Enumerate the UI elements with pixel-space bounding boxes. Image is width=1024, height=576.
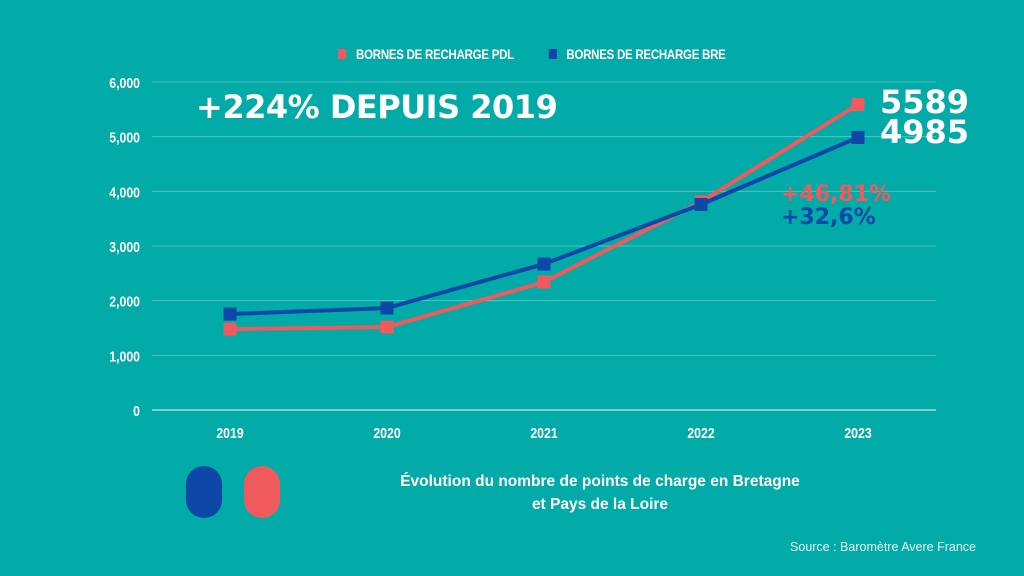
y-axis-ticks: 0 1,000 2,000 3,000 4,000 5,000 6,000 [109, 75, 140, 419]
pdl-end-value-label: 5589 [880, 83, 970, 121]
data-point-bre [380, 301, 394, 315]
legend-swatch-pdl [338, 49, 347, 59]
data-point-bre [694, 198, 708, 212]
decorative-pills [186, 466, 280, 518]
y-tick-label: 5,000 [109, 130, 140, 146]
data-point-bre [537, 257, 551, 271]
legend-item-bre[interactable]: BORNES DE RECHARGE BRE [548, 46, 726, 62]
y-tick-label: 6,000 [109, 75, 140, 91]
legend-swatch-bre [548, 49, 557, 59]
pdl-color-pill [244, 466, 280, 518]
pdl-growth-label: +46,81% [781, 182, 892, 207]
headline-annotation: +224% DEPUIS 2019 [196, 88, 558, 126]
legend: BORNES DE RECHARGE PDL BORNES DE RECHARG… [338, 46, 726, 62]
y-tick-label: 0 [133, 403, 140, 419]
legend-label-pdl: BORNES DE RECHARGE PDL [356, 46, 514, 62]
y-tick-label: 1,000 [109, 348, 140, 364]
series-line-pdl [229, 102, 860, 332]
x-tick-label: 2020 [373, 425, 401, 441]
caption-line-1: Évolution du nombre de points de charge … [400, 473, 800, 490]
data-point-pdl [537, 275, 551, 289]
data-point-pdl [223, 322, 237, 336]
y-tick-label: 3,000 [109, 239, 140, 255]
x-tick-label: 2021 [530, 425, 558, 441]
data-point-pdl [380, 320, 394, 334]
legend-label-bre: BORNES DE RECHARGE BRE [566, 46, 726, 62]
data-point-bre [223, 307, 237, 321]
caption-line-2: et Pays de la Loire [531, 496, 669, 513]
y-tick-label: 2,000 [109, 294, 140, 310]
x-tick-label: 2019 [216, 425, 244, 441]
y-tick-label: 4,000 [109, 184, 140, 200]
x-tick-label: 2023 [844, 425, 872, 441]
data-point-pdl [851, 97, 865, 111]
data-point-bre [851, 130, 865, 144]
bre-growth-label: +32,6% [781, 205, 876, 230]
legend-item-pdl[interactable]: BORNES DE RECHARGE PDL [338, 46, 514, 62]
x-tick-label: 2022 [687, 425, 715, 441]
chart-caption: Évolution du nombre de points de charge … [340, 470, 860, 516]
bre-color-pill [186, 466, 222, 518]
series-group [223, 97, 865, 336]
source-note: Source : Baromètre Avere France [790, 540, 976, 554]
bre-end-value-label: 4985 [880, 113, 970, 151]
x-axis-ticks: 2019 2020 2021 2022 2023 [216, 425, 872, 441]
gridlines [152, 81, 936, 411]
